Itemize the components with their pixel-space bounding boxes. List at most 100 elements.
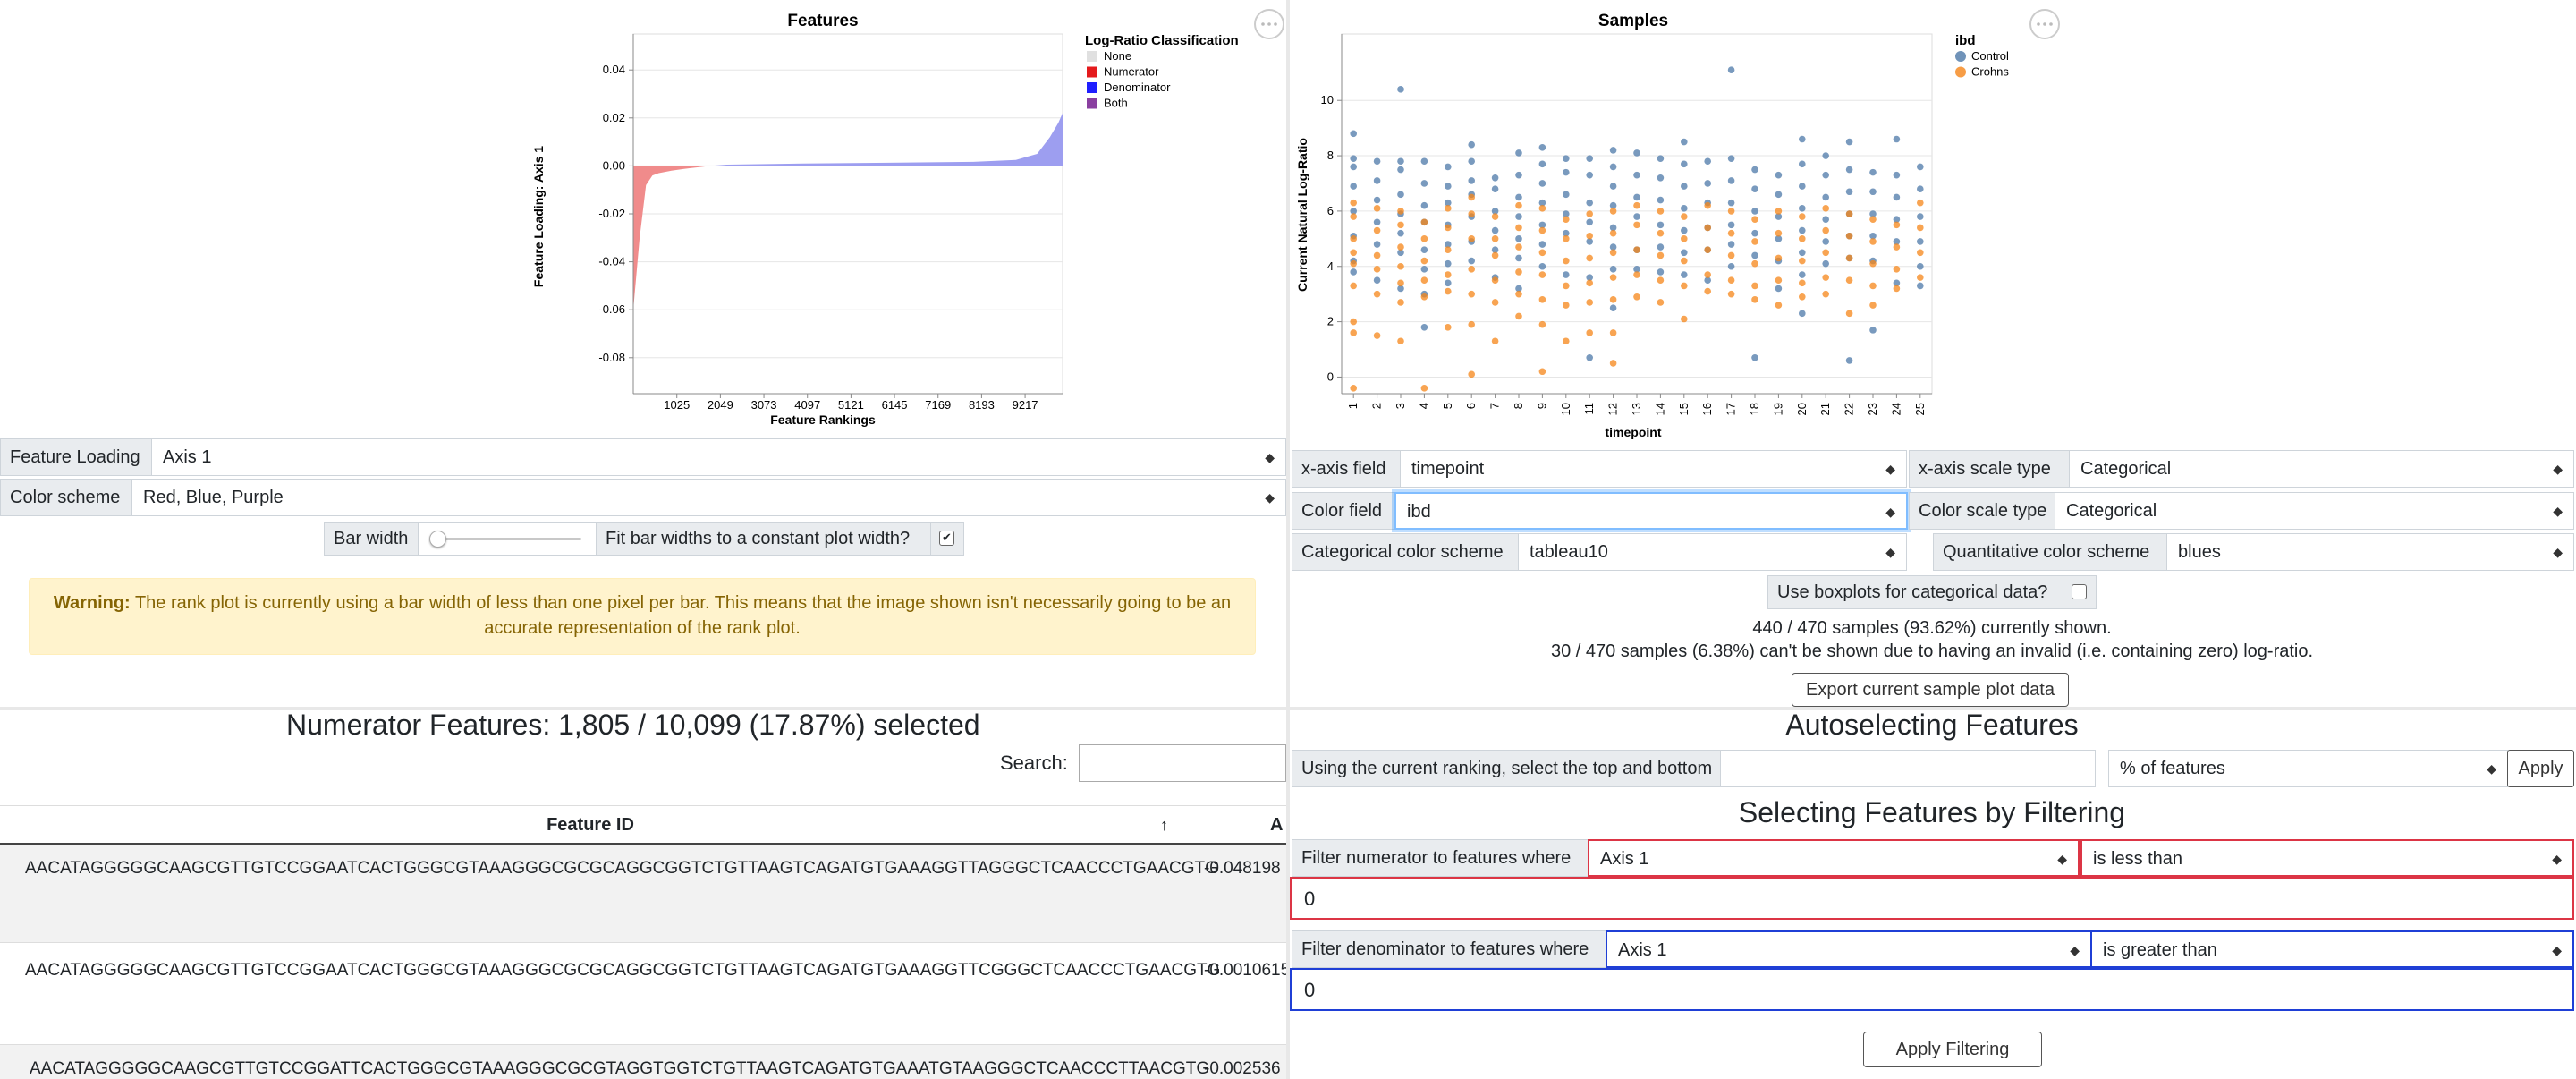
table-row[interactable]: AACATAGGGGGCAAGCGTTGTCCGGAATCACTGGGCGTAA… <box>0 943 1288 1045</box>
legend-label-control: Control <box>1971 49 2009 63</box>
chevron-updown-icon: ◆ <box>2553 545 2563 559</box>
xaxis-scale-select[interactable]: Categorical ◆ <box>2069 450 2574 488</box>
sample-point-control <box>1420 201 1428 209</box>
sample-point-crohns <box>1657 299 1665 306</box>
categorical-scheme-select[interactable]: tableau10 ◆ <box>1518 533 1907 571</box>
sample-point-control <box>1751 354 1758 361</box>
bar-width-slider[interactable] <box>418 522 597 556</box>
filter-denominator-value-input[interactable]: 0 <box>1290 968 2574 1011</box>
slider-thumb[interactable] <box>429 531 446 548</box>
sample-point-crohns <box>1657 229 1665 237</box>
sample-point-crohns <box>1445 205 1452 212</box>
sample-point-crohns <box>1633 221 1640 229</box>
filter-denominator-op-select[interactable]: is greater than ◆ <box>2090 930 2574 968</box>
autoselect-label: Using the current ranking, select the to… <box>1292 750 1721 787</box>
col-header-axis[interactable]: A <box>1181 805 1288 845</box>
sample-point-crohns <box>1775 302 1783 309</box>
filter-numerator-op-select[interactable]: is less than ◆ <box>2080 839 2574 877</box>
numerator-table-panel: Numerator Features: 1,805 / 10,099 (17.8… <box>0 709 1288 1079</box>
sample-point-control <box>1799 249 1806 257</box>
sample-point-control <box>1563 229 1570 237</box>
samples-xtick-label: 4 <box>1417 403 1430 409</box>
sample-point-control <box>1727 155 1735 162</box>
samples-xtick-label: 17 <box>1724 403 1738 415</box>
sample-point-crohns <box>1515 312 1522 320</box>
legend-swatch-crohns <box>1955 66 1966 78</box>
search-input[interactable] <box>1079 744 1286 782</box>
sample-point-crohns <box>1586 254 1593 262</box>
color-field-select[interactable]: ibd ◆ <box>1394 492 1908 530</box>
sample-point-crohns <box>1775 208 1783 215</box>
sample-point-crohns <box>1563 302 1570 309</box>
sample-point-crohns <box>1751 296 1758 303</box>
sample-point-control <box>1350 163 1357 171</box>
sample-point-crohns <box>1893 266 1901 273</box>
sample-point-control <box>1491 226 1499 234</box>
sample-point-crohns <box>1704 287 1711 295</box>
sample-point-control <box>1681 226 1688 234</box>
samples-plot-menu-icon[interactable] <box>2029 9 2060 39</box>
sample-point-crohns <box>1633 246 1640 254</box>
sample-point-control <box>1751 185 1758 192</box>
boxplots-checkbox[interactable] <box>2072 584 2087 599</box>
sample-point-crohns <box>1563 257 1570 265</box>
sample-point-crohns <box>1704 271 1711 278</box>
sample-point-control <box>1681 205 1688 212</box>
autoselect-unit-select[interactable]: % of features ◆ <box>2108 750 2508 787</box>
features-ytick-label: 0.00 <box>603 158 625 172</box>
features-ytick-label: -0.04 <box>598 255 625 268</box>
fit-bar-widths-checkbox[interactable]: ✔ <box>939 531 954 546</box>
filter-numerator-value-input[interactable]: 0 <box>1290 877 2574 920</box>
table-row[interactable]: AACATAGGGGGCAAGCGTTGTCCGGATTCACTGGGCGTAA… <box>0 1045 1288 1079</box>
sample-point-crohns <box>1468 320 1475 328</box>
export-sample-data-button[interactable]: Export current sample plot data <box>1792 673 2069 707</box>
xaxis-scale-label: x-axis scale type <box>1909 450 2070 488</box>
chevron-updown-icon: ◆ <box>2057 852 2067 866</box>
sample-point-control <box>1845 138 1853 146</box>
features-plot-menu-icon[interactable] <box>1254 9 1284 39</box>
sample-point-control <box>1563 155 1570 162</box>
sample-point-crohns <box>1420 257 1428 265</box>
filter-numerator-field-select[interactable]: Axis 1 ◆ <box>1588 839 2080 877</box>
sample-point-crohns <box>1822 226 1829 234</box>
col-header-feature-id[interactable]: Feature ID ↑ <box>0 805 1181 845</box>
sample-point-crohns <box>1751 282 1758 290</box>
sample-point-control <box>1491 208 1499 215</box>
sample-point-crohns <box>1633 293 1640 301</box>
sample-point-crohns <box>1538 320 1546 328</box>
filter-numerator-op-value: is less than <box>2093 849 2183 869</box>
table-row[interactable]: AACATAGGGGGCAAGCGTTGTCCGGAATCACTGGGCGTAA… <box>0 845 1288 943</box>
axis-value-cell: -0.002536 <box>1204 1059 1281 1078</box>
apply-filtering-button[interactable]: Apply Filtering <box>1863 1032 2042 1067</box>
sample-point-crohns <box>1609 274 1617 281</box>
autoselect-amount-input[interactable] <box>1720 750 2096 787</box>
filter-denominator-field-select[interactable]: Axis 1 ◆ <box>1606 930 2092 968</box>
color-scheme-select[interactable]: Red, Blue, Purple ◆ <box>131 479 1286 516</box>
sample-point-crohns <box>1799 293 1806 301</box>
sample-point-crohns <box>1586 279 1593 287</box>
sample-point-control <box>1869 232 1877 240</box>
features-plot-title: Features <box>787 12 858 30</box>
xaxis-field-select[interactable]: timepoint ◆ <box>1400 450 1907 488</box>
features-xtick-label: 6145 <box>882 398 908 412</box>
sample-point-crohns <box>1586 210 1593 217</box>
sample-point-crohns <box>1445 323 1452 331</box>
sample-point-control <box>1775 285 1783 293</box>
feature-loading-select[interactable]: Axis 1 ◆ <box>151 438 1286 476</box>
sample-point-control <box>1727 177 1735 184</box>
quantitative-scheme-select[interactable]: blues ◆ <box>2166 533 2574 571</box>
sample-point-control <box>1893 279 1901 287</box>
samples-xtick-label: 6 <box>1464 403 1478 409</box>
color-scale-label: Color scale type <box>1909 492 2055 530</box>
autoselect-unit-value: % of features <box>2120 759 2225 778</box>
features-xtick-label: 8193 <box>969 398 995 412</box>
sample-point-control <box>1420 246 1428 254</box>
autoselect-apply-button[interactable]: Apply <box>2507 750 2574 787</box>
color-scale-select[interactable]: Categorical ◆ <box>2055 492 2574 530</box>
samples-xtick-label: 15 <box>1677 403 1690 415</box>
features-legend: None Numerator Denominator Both <box>1087 49 1171 110</box>
sample-point-control <box>1822 152 1829 159</box>
sample-point-control <box>1350 155 1357 162</box>
sample-point-control <box>1586 274 1593 281</box>
